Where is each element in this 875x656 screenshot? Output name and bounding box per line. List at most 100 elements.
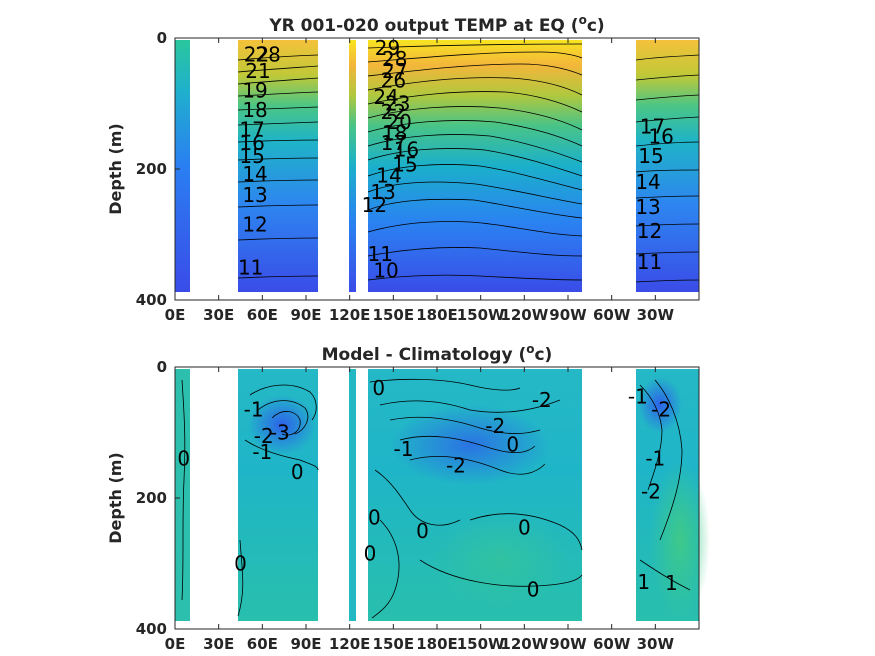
contour-label: 0 xyxy=(527,578,540,602)
contour-label: -2 xyxy=(651,398,671,422)
x-tick-label: 90E xyxy=(290,635,321,653)
contour-label: 12 xyxy=(637,219,662,243)
contour-label: -2 xyxy=(532,388,552,412)
contour-label: 14 xyxy=(376,164,401,188)
contour-label: 24 xyxy=(373,85,398,109)
x-tick-label: 60W xyxy=(593,635,631,653)
contour-label: -2 xyxy=(485,414,505,438)
contour-label: -3 xyxy=(270,421,290,445)
y-tick-label: 0 xyxy=(157,358,167,376)
ocean-indian-west-b xyxy=(175,369,190,621)
x-tick-label: 120W xyxy=(500,306,548,324)
contour-label: 12 xyxy=(242,213,267,237)
y-tick-label: 200 xyxy=(136,489,167,507)
title-bottom: Model - Climatology (oc) xyxy=(322,342,553,365)
contour-label: 28 xyxy=(255,42,280,66)
contour-label: 23 xyxy=(385,92,410,116)
x-tick-label: 30E xyxy=(203,306,234,324)
contour-label: 0 xyxy=(518,515,531,539)
contour-label: 1 xyxy=(637,570,650,594)
x-tick-label: 60E xyxy=(247,306,278,324)
title-bottom-sup: o xyxy=(526,342,534,356)
ocean-indian-west xyxy=(175,40,190,292)
contour-label: 21 xyxy=(245,59,270,83)
contour-label: 16 xyxy=(648,124,673,148)
contour-label: 14 xyxy=(242,162,267,186)
cold-anomaly-pacific xyxy=(390,405,550,485)
title-top: YR 001-020 output TEMP at EQ (oc) xyxy=(268,13,604,36)
contour-label: 22 xyxy=(381,100,406,124)
contour-label: 0 xyxy=(372,376,385,400)
x-tick-label: 180E xyxy=(416,635,458,653)
x-tick-label: 120E xyxy=(329,306,371,324)
x-tick-label: 30W xyxy=(637,306,675,324)
contour-label: 18 xyxy=(242,98,267,122)
contour-label: 0 xyxy=(177,447,190,471)
title-bottom-main: Model - Climatology ( xyxy=(322,345,527,365)
contour-label: 26 xyxy=(381,69,406,93)
x-tick-label: 180E xyxy=(416,306,458,324)
contour-label: 0 xyxy=(291,460,304,484)
contour-label: 20 xyxy=(386,110,411,134)
x-tick-label: 60W xyxy=(593,306,631,324)
x-tick-label: 90E xyxy=(290,306,321,324)
contour-label: 19 xyxy=(242,78,267,102)
ocean-sliver xyxy=(349,40,356,292)
contour-lines-bottom xyxy=(181,378,691,619)
title-top-sup: o xyxy=(579,13,587,27)
contour-label: 0 xyxy=(364,542,377,566)
x-tick-label: 120E xyxy=(329,635,371,653)
contour-label: 17 xyxy=(239,118,264,142)
contour-label: 0 xyxy=(416,519,429,543)
contour-label: 0 xyxy=(368,506,381,530)
x-tick-label: 150E xyxy=(373,635,415,653)
contour-label: 11 xyxy=(637,250,662,274)
contour-label: 15 xyxy=(638,144,663,168)
contour-label: -2 xyxy=(641,479,661,503)
y-tick-label: 200 xyxy=(136,160,167,178)
contour-label: 14 xyxy=(635,170,660,194)
contour-label: -1 xyxy=(252,440,272,464)
x-tick-label: 60E xyxy=(247,635,278,653)
ocean-sliver-b xyxy=(349,369,356,621)
contour-label: -2 xyxy=(446,453,466,477)
x-tick-label: 150W xyxy=(457,306,505,324)
contour-label: 0 xyxy=(506,432,519,456)
title-bottom-unit: c) xyxy=(534,345,552,365)
contour-label: -2 xyxy=(254,424,274,448)
contour-label: 13 xyxy=(635,195,660,219)
x-tick-label: 30W xyxy=(637,635,675,653)
contour-label: 12 xyxy=(362,193,387,217)
title-top-unit: c) xyxy=(587,16,605,36)
x-tick-label: 150E xyxy=(373,306,415,324)
contour-label: 28 xyxy=(382,47,407,71)
contour-label: 17 xyxy=(640,114,665,138)
title-top-main: YR 001-020 output TEMP at EQ ( xyxy=(268,16,578,36)
contour-label: 11 xyxy=(368,242,393,266)
contour-label: -1 xyxy=(394,437,414,461)
contour-label: 16 xyxy=(394,137,419,161)
contour-label: -1 xyxy=(645,447,665,471)
y-ticks-bottom: 0 200 400 xyxy=(136,358,180,638)
y-ticks-top: 0 200 400 xyxy=(136,29,180,309)
contour-label: 22 xyxy=(244,42,269,66)
y-tick-label: 0 xyxy=(157,29,167,47)
contour-label: 29 xyxy=(375,36,400,60)
ylabel-top: Depth (m) xyxy=(106,123,125,215)
contour-label: 13 xyxy=(242,183,267,207)
x-tick-label: 30E xyxy=(203,635,234,653)
x-tick-label: 120W xyxy=(500,635,548,653)
contour-label: 0 xyxy=(234,552,247,576)
ocean-indian xyxy=(238,40,318,292)
cold-anomaly-atlantic xyxy=(638,377,682,433)
ylabel-bottom: Depth (m) xyxy=(106,452,125,544)
contour-label: 15 xyxy=(239,144,264,168)
ocean-atlantic xyxy=(636,40,699,292)
contour-label: 27 xyxy=(382,59,407,83)
contour-label: 15 xyxy=(392,152,417,176)
